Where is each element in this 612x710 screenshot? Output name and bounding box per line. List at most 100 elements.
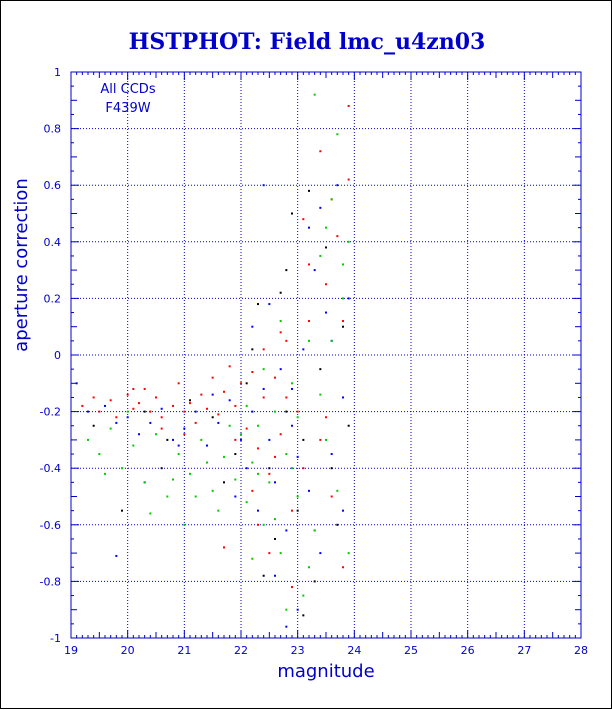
data-point xyxy=(291,387,293,390)
data-point xyxy=(268,472,271,475)
y-tick-label: -0.8 xyxy=(40,575,61,588)
data-point xyxy=(189,402,191,405)
data-point xyxy=(223,455,225,458)
y-tick-label: 0.8 xyxy=(44,123,62,136)
data-point xyxy=(302,348,305,351)
data-point xyxy=(92,424,95,427)
annotation-ccds: All CCDs xyxy=(100,82,155,97)
data-point xyxy=(166,495,169,498)
data-point xyxy=(98,453,101,456)
data-point xyxy=(347,297,350,300)
data-point xyxy=(177,453,180,456)
tick-labels: 19 20 21 22 23 24 25 26 27 28 -1 -0.8 -0.6 -0.4 -0.2 0 0… xyxy=(40,66,588,657)
data-point xyxy=(251,325,254,328)
data-point xyxy=(274,410,276,413)
data-point xyxy=(262,387,265,390)
data-point xyxy=(257,509,259,512)
data-point xyxy=(274,376,276,379)
data-point xyxy=(347,178,350,181)
data-point xyxy=(279,552,282,555)
data-point xyxy=(313,93,316,96)
data-point xyxy=(149,421,152,424)
data-point xyxy=(223,481,225,484)
data-point xyxy=(183,523,186,526)
data-point xyxy=(126,410,129,413)
data-point xyxy=(177,382,180,385)
data-point xyxy=(274,481,276,484)
data-point xyxy=(319,552,322,555)
x-tick-label: 22 xyxy=(234,644,248,657)
data-point xyxy=(302,218,305,221)
data-point xyxy=(251,461,254,464)
x-tick-label: 20 xyxy=(121,644,135,657)
data-point xyxy=(279,368,282,371)
data-point xyxy=(291,382,293,385)
y-axis-label: aperture correction xyxy=(11,178,32,352)
data-point xyxy=(194,421,197,424)
data-point xyxy=(336,184,339,187)
data-point xyxy=(138,433,140,436)
data-point xyxy=(132,444,135,447)
annotation-filter: F439W xyxy=(105,101,150,116)
x-tick-label: 23 xyxy=(291,644,305,657)
data-point xyxy=(183,427,186,430)
data-point xyxy=(245,427,248,430)
data-point xyxy=(206,444,208,447)
data-point xyxy=(200,393,203,396)
data-point xyxy=(342,325,344,328)
data-point xyxy=(257,472,259,475)
data-point xyxy=(262,184,265,187)
data-point xyxy=(257,303,259,306)
data-point xyxy=(143,387,146,390)
data-point xyxy=(87,410,89,413)
data-point xyxy=(296,608,299,611)
data-point xyxy=(245,404,248,407)
data-point xyxy=(245,382,248,385)
data-point xyxy=(319,393,322,396)
data-point xyxy=(228,365,231,368)
data-point xyxy=(160,407,163,410)
x-tick-label: 21 xyxy=(177,644,191,657)
data-point xyxy=(87,438,89,441)
data-point xyxy=(296,416,299,419)
data-point xyxy=(347,552,350,555)
data-point xyxy=(257,424,259,427)
data-point xyxy=(336,523,339,526)
data-point xyxy=(104,404,106,407)
data-point xyxy=(126,416,129,419)
data-point xyxy=(132,387,135,390)
data-point xyxy=(262,523,265,526)
data-point xyxy=(285,608,288,611)
data-point xyxy=(308,489,310,492)
data-point xyxy=(183,410,186,413)
data-point xyxy=(189,399,191,402)
data-point xyxy=(342,320,344,323)
data-point xyxy=(285,529,288,532)
data-point xyxy=(245,467,248,470)
data-point xyxy=(166,438,169,441)
data-point xyxy=(268,467,271,470)
data-point xyxy=(206,461,208,464)
data-point xyxy=(319,150,322,153)
data-point xyxy=(121,509,123,512)
data-point xyxy=(291,212,293,215)
data-point xyxy=(160,427,163,430)
data-point xyxy=(92,396,95,399)
data-point xyxy=(325,416,327,419)
data-point xyxy=(211,393,214,396)
data-point xyxy=(160,416,163,419)
data-point xyxy=(291,424,293,427)
data-point xyxy=(251,557,254,560)
data-point xyxy=(279,320,282,323)
y-tick-label: -0.2 xyxy=(40,406,61,419)
data-point xyxy=(342,396,344,399)
data-point xyxy=(342,566,344,569)
data-point xyxy=(268,481,271,484)
y-tick-label: 0.6 xyxy=(44,179,62,192)
data-point xyxy=(285,453,288,456)
data-point xyxy=(296,410,299,413)
y-tick-label: 1 xyxy=(54,66,61,79)
data-point xyxy=(183,433,186,436)
data-point xyxy=(347,424,350,427)
